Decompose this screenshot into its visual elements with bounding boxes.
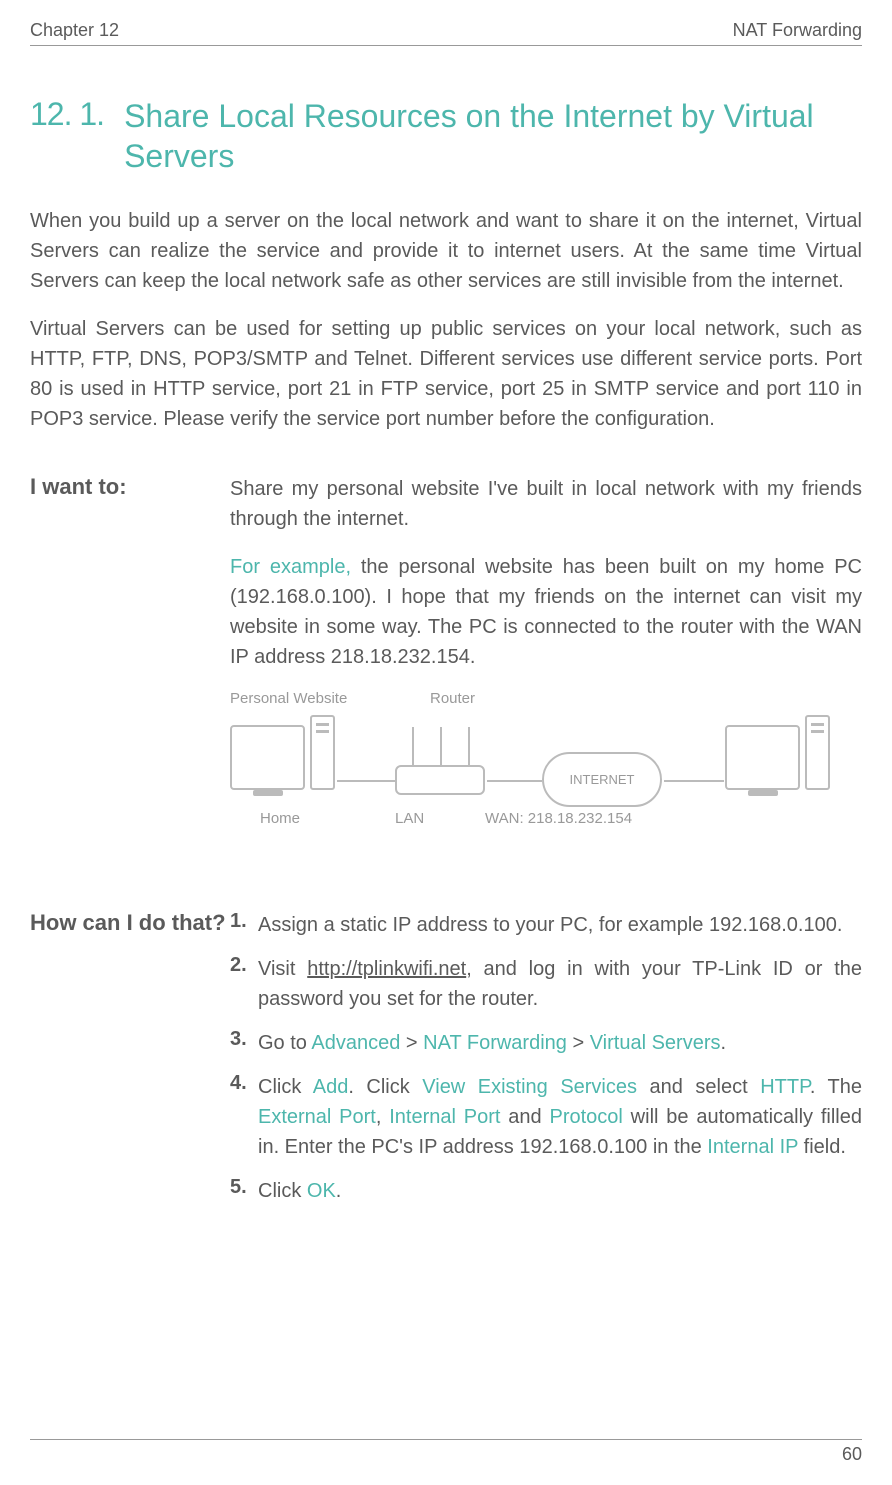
pc-icon bbox=[230, 725, 305, 790]
step-number: 1. bbox=[230, 910, 258, 940]
antenna-icon bbox=[468, 727, 470, 767]
section-heading: Share Local Resources on the Internet by… bbox=[124, 96, 862, 176]
internet-label: INTERNET bbox=[570, 772, 635, 787]
step-number: 4. bbox=[230, 1072, 258, 1162]
highlight-ok: OK bbox=[307, 1180, 336, 1202]
step-text: Click Add. Click View Existing Services … bbox=[258, 1072, 862, 1162]
footer-line bbox=[30, 1439, 862, 1440]
highlight-nat-forwarding: NAT Forwarding bbox=[423, 1032, 567, 1054]
diagram-label-router: Router bbox=[430, 690, 475, 707]
step-4: 4. Click Add. Click View Existing Servic… bbox=[230, 1072, 862, 1162]
connection-line-3 bbox=[664, 780, 724, 782]
highlight-advanced: Advanced bbox=[311, 1032, 400, 1054]
highlight-view-existing: View Existing Services bbox=[422, 1076, 637, 1098]
connection-line-2 bbox=[487, 780, 542, 782]
remote-tower-icon bbox=[805, 715, 830, 790]
step-3: 3. Go to Advanced > NAT Forwarding > Vir… bbox=[230, 1028, 862, 1058]
i-want-to-text-1: Share my personal website I've built in … bbox=[230, 474, 862, 534]
intro-paragraph-1: When you build up a server on the local … bbox=[30, 206, 862, 296]
tplink-link[interactable]: http://tplinkwifi.net bbox=[307, 958, 466, 980]
step-5: 5. Click OK. bbox=[230, 1176, 862, 1206]
antenna-icon bbox=[440, 727, 442, 767]
step-2: 2. Visit http://tplinkwifi.net, and log … bbox=[230, 954, 862, 1014]
highlight-external-port: External Port bbox=[258, 1106, 376, 1128]
step-text: Assign a static IP address to your PC, f… bbox=[258, 910, 862, 940]
for-example-label: For example, bbox=[230, 556, 351, 578]
remote-pc-icon bbox=[725, 725, 800, 790]
highlight-add: Add bbox=[313, 1076, 349, 1098]
step-text: Click OK. bbox=[258, 1176, 862, 1206]
internet-cloud-icon: INTERNET bbox=[542, 752, 662, 807]
step-1: 1. Assign a static IP address to your PC… bbox=[230, 910, 862, 940]
diagram-label-personal-website: Personal Website bbox=[230, 690, 347, 707]
network-diagram: Personal Website Router INTERNET Home LA… bbox=[230, 690, 862, 850]
highlight-http: HTTP bbox=[760, 1076, 810, 1098]
steps-list: 1. Assign a static IP address to your PC… bbox=[230, 910, 862, 1206]
step-text: Visit http://tplinkwifi.net, and log in … bbox=[258, 954, 862, 1014]
i-want-to-label: I want to: bbox=[30, 474, 230, 500]
how-can-i-row: How can I do that? 1. Assign a static IP… bbox=[30, 910, 862, 1220]
highlight-internal-ip: Internal IP bbox=[707, 1136, 798, 1158]
diagram-label-lan: LAN bbox=[395, 810, 424, 827]
router-icon bbox=[395, 765, 485, 795]
connection-line-1 bbox=[337, 780, 395, 782]
highlight-virtual-servers: Virtual Servers bbox=[590, 1032, 721, 1054]
how-can-i-label: How can I do that? bbox=[30, 910, 230, 936]
diagram-label-wan: WAN: 218.18.232.154 bbox=[485, 810, 632, 827]
i-want-to-example: For example, the personal website has be… bbox=[230, 552, 862, 672]
step-text: Go to Advanced > NAT Forwarding > Virtua… bbox=[258, 1028, 862, 1058]
step-number: 3. bbox=[230, 1028, 258, 1058]
diagram-label-home: Home bbox=[260, 810, 300, 827]
page-number: 60 bbox=[842, 1444, 862, 1465]
section-title: 12. 1. Share Local Resources on the Inte… bbox=[30, 96, 862, 176]
antenna-icon bbox=[412, 727, 414, 767]
highlight-protocol: Protocol bbox=[549, 1106, 622, 1128]
step-number: 2. bbox=[230, 954, 258, 1014]
tower-icon bbox=[310, 715, 335, 790]
intro-paragraph-2: Virtual Servers can be used for setting … bbox=[30, 314, 862, 434]
section-number: 12. 1. bbox=[30, 96, 104, 133]
i-want-to-row: I want to: Share my personal website I'v… bbox=[30, 474, 862, 870]
page-header: Chapter 12 NAT Forwarding bbox=[30, 20, 862, 46]
highlight-internal-port: Internal Port bbox=[389, 1106, 500, 1128]
chapter-label: Chapter 12 bbox=[30, 20, 119, 41]
section-label: NAT Forwarding bbox=[733, 20, 862, 41]
step-number: 5. bbox=[230, 1176, 258, 1206]
